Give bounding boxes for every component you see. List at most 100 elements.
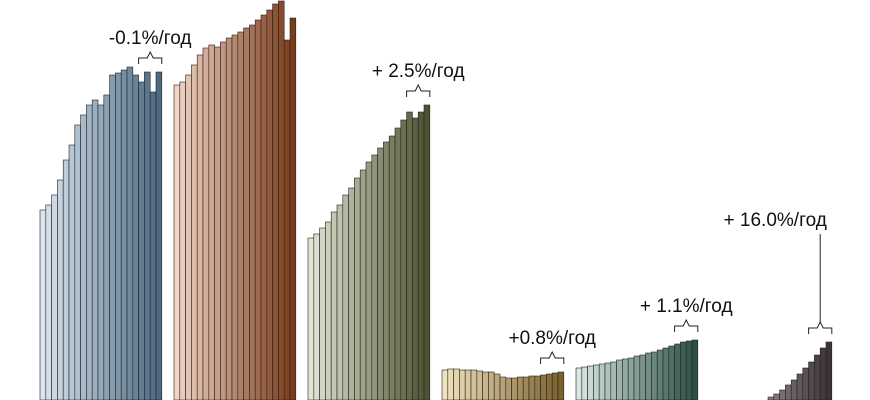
- bar: [610, 361, 617, 400]
- bar: [319, 227, 326, 400]
- bar: [691, 339, 699, 400]
- bar: [488, 371, 495, 400]
- annotation: +0.8%/год: [508, 328, 595, 349]
- bar: [546, 373, 553, 400]
- bar: [155, 71, 163, 400]
- bar: [359, 169, 367, 400]
- bar: [126, 66, 134, 400]
- brace: [674, 318, 699, 332]
- bar: [534, 375, 541, 400]
- bar: [587, 365, 594, 400]
- bar: [325, 221, 332, 400]
- bar: [790, 379, 798, 400]
- bar: [796, 373, 804, 400]
- bar: [604, 362, 612, 400]
- bar: [453, 368, 460, 400]
- bar: [464, 369, 472, 400]
- bar: [266, 9, 273, 400]
- bar: [138, 81, 145, 400]
- bar: [173, 84, 181, 400]
- bar: [39, 209, 47, 400]
- bar: [202, 47, 210, 400]
- bar: [115, 72, 122, 400]
- bar: [254, 19, 262, 400]
- bar: [74, 124, 81, 400]
- bar: [633, 355, 641, 400]
- bar: [476, 370, 483, 400]
- bar: [779, 389, 786, 400]
- annotation: + 1.1%/год: [640, 296, 733, 317]
- bar: [598, 363, 606, 400]
- bar: [482, 371, 489, 400]
- bar: [557, 371, 565, 400]
- bar: [214, 46, 221, 400]
- bar: [511, 377, 518, 400]
- bar: [354, 177, 361, 400]
- bar: [336, 204, 344, 400]
- bar: [80, 114, 87, 400]
- bar: [57, 179, 64, 400]
- bar: [149, 91, 157, 400]
- bar: [819, 347, 827, 400]
- bar: [249, 24, 256, 400]
- bar: [662, 347, 670, 400]
- bar: [785, 384, 792, 400]
- bar: [470, 369, 478, 400]
- bar: [388, 135, 396, 400]
- bar: [179, 81, 186, 400]
- bar: [656, 349, 664, 400]
- bar: [278, 0, 285, 400]
- bar: [645, 352, 652, 400]
- bar: [651, 351, 658, 400]
- bar: [412, 117, 419, 400]
- bar: [808, 361, 815, 400]
- bar: [231, 34, 239, 400]
- bar: [330, 211, 338, 400]
- bar: [814, 354, 821, 400]
- bar: [97, 104, 105, 400]
- bar: [668, 345, 675, 400]
- bar: [289, 17, 297, 400]
- brace: [138, 50, 163, 64]
- bar: [225, 37, 233, 400]
- bar: [365, 161, 373, 400]
- bar: [575, 367, 583, 400]
- bar: [680, 341, 687, 400]
- bar: [540, 374, 547, 400]
- bar: [144, 71, 151, 400]
- bar: [132, 74, 139, 400]
- bar: [86, 104, 93, 400]
- brace: [406, 83, 431, 97]
- bar: [622, 358, 629, 400]
- bar: [394, 127, 402, 400]
- bar: [371, 154, 378, 400]
- brace: [808, 320, 833, 334]
- bar: [441, 369, 449, 400]
- bar: [517, 376, 524, 400]
- bar: [685, 340, 693, 400]
- bar: [627, 357, 635, 400]
- bar: [191, 64, 198, 400]
- bar: [120, 69, 128, 400]
- bar: [220, 41, 227, 400]
- bar: [109, 74, 116, 400]
- bar: [196, 54, 204, 400]
- bar: [616, 359, 623, 400]
- bar: [383, 141, 390, 400]
- bar: [423, 104, 431, 400]
- bar: [505, 377, 512, 400]
- bar: [522, 376, 530, 400]
- bar: [272, 3, 279, 400]
- bar: [45, 204, 52, 400]
- bar: [377, 147, 384, 400]
- bar: [406, 111, 413, 400]
- bar: [348, 187, 355, 400]
- bar: [307, 237, 315, 400]
- bar: [283, 39, 291, 400]
- bar: [593, 364, 600, 400]
- bar: [237, 31, 244, 400]
- bar: [417, 111, 425, 400]
- bar: [773, 393, 780, 400]
- bar: [342, 194, 349, 400]
